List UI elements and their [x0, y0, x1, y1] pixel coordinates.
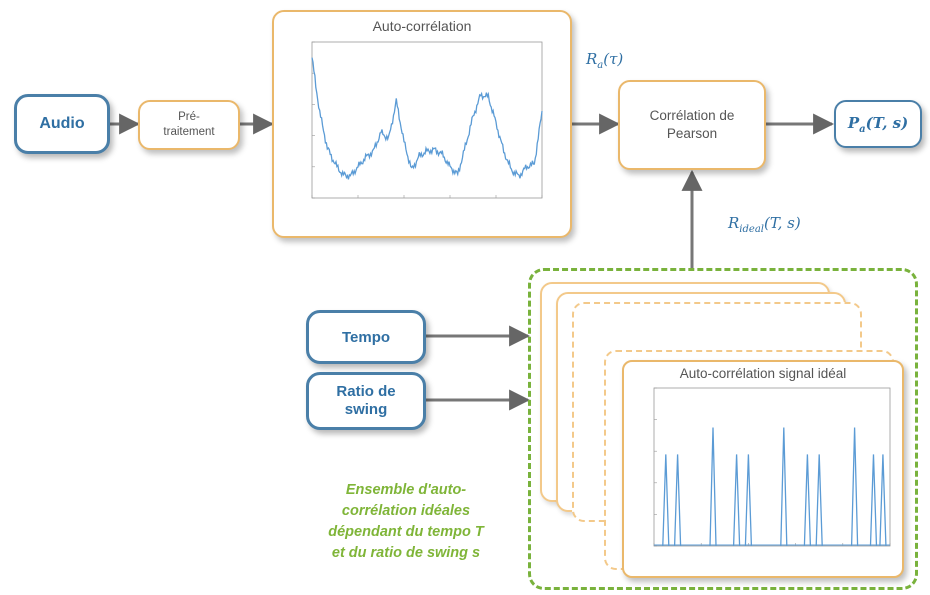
ideal-peak — [879, 454, 887, 547]
tempo-node: Tempo — [306, 310, 426, 364]
audio-label: Audio — [39, 115, 85, 132]
ra-tau-sub: a — [597, 60, 604, 71]
rideal-label: Rideal(T, s) — [728, 214, 801, 235]
annotation-line1: Ensemble d'auto- — [345, 482, 467, 498]
annotation-line2: corrélation idéales — [341, 503, 471, 520]
pa-base: P — [847, 113, 860, 132]
ideal-peak — [709, 427, 717, 547]
ideal-autocorrelation-title: Auto-corrélation signal idéal — [679, 366, 847, 381]
pa-sub: a — [859, 123, 866, 135]
ra-tau-base: R — [586, 50, 598, 68]
rideal-sub: ideal — [739, 224, 764, 235]
ideal-peak — [780, 427, 788, 547]
pearson-label-line2: Pearson — [666, 126, 718, 141]
pa-label: Pa(T, s) — [848, 114, 908, 135]
ideal-axes-frame — [653, 387, 891, 547]
rideal-base: R — [728, 214, 740, 232]
audio-node: Audio — [14, 94, 110, 154]
ideal-peak — [732, 454, 741, 547]
ideal-autocorrelation-card: Auto-corrélation signal idéal — [622, 360, 904, 578]
ideal-ensemble-frame — [528, 268, 918, 590]
ideal-peak — [744, 454, 753, 547]
pretraitement-node: Pré- traitement — [138, 100, 240, 150]
pretraitement-label-line1: Pré- — [178, 111, 200, 124]
ideal-peak — [850, 427, 859, 547]
pretraitement-label-line2: traitement — [163, 126, 215, 138]
ratio-label-line2: swing — [344, 401, 388, 418]
ratio-label-line1: Ratio de — [336, 383, 396, 400]
pa-arg: (T, s) — [865, 113, 909, 132]
autocorrelation-node: Auto-corrélation — [272, 10, 572, 238]
ideal-peak — [662, 454, 670, 547]
ra-tau-arg: (τ) — [603, 50, 624, 68]
ra-tau-label: Ra(τ) — [586, 50, 623, 71]
ideal-autocorrelation-plot — [653, 387, 891, 547]
tempo-label: Tempo — [341, 328, 391, 346]
ideal-peak — [803, 454, 812, 547]
ensemble-annotation: Ensemble d'auto- corrélation idéales dép… — [286, 480, 526, 564]
ideal-peak — [815, 454, 823, 547]
ideal-peak — [869, 454, 878, 547]
ratio-swing-node: Ratio de swing — [306, 372, 426, 430]
autocorrelation-title: Auto-corrélation — [372, 18, 472, 34]
ideal-peak — [673, 454, 682, 547]
pearson-label-line1: Corrélation de — [649, 108, 735, 124]
output-node: Pa(T, s) — [834, 100, 922, 148]
autocorr-series-line — [311, 57, 543, 180]
rideal-arg: (T, s) — [763, 214, 801, 232]
pearson-node: Corrélation de Pearson — [618, 80, 766, 170]
annotation-line4: et du ratio de swing s — [331, 545, 481, 562]
annotation-line3: dépendant du tempo T — [328, 524, 484, 541]
autocorrelation-plot — [311, 41, 543, 199]
autocorr-axes-frame — [311, 41, 543, 199]
